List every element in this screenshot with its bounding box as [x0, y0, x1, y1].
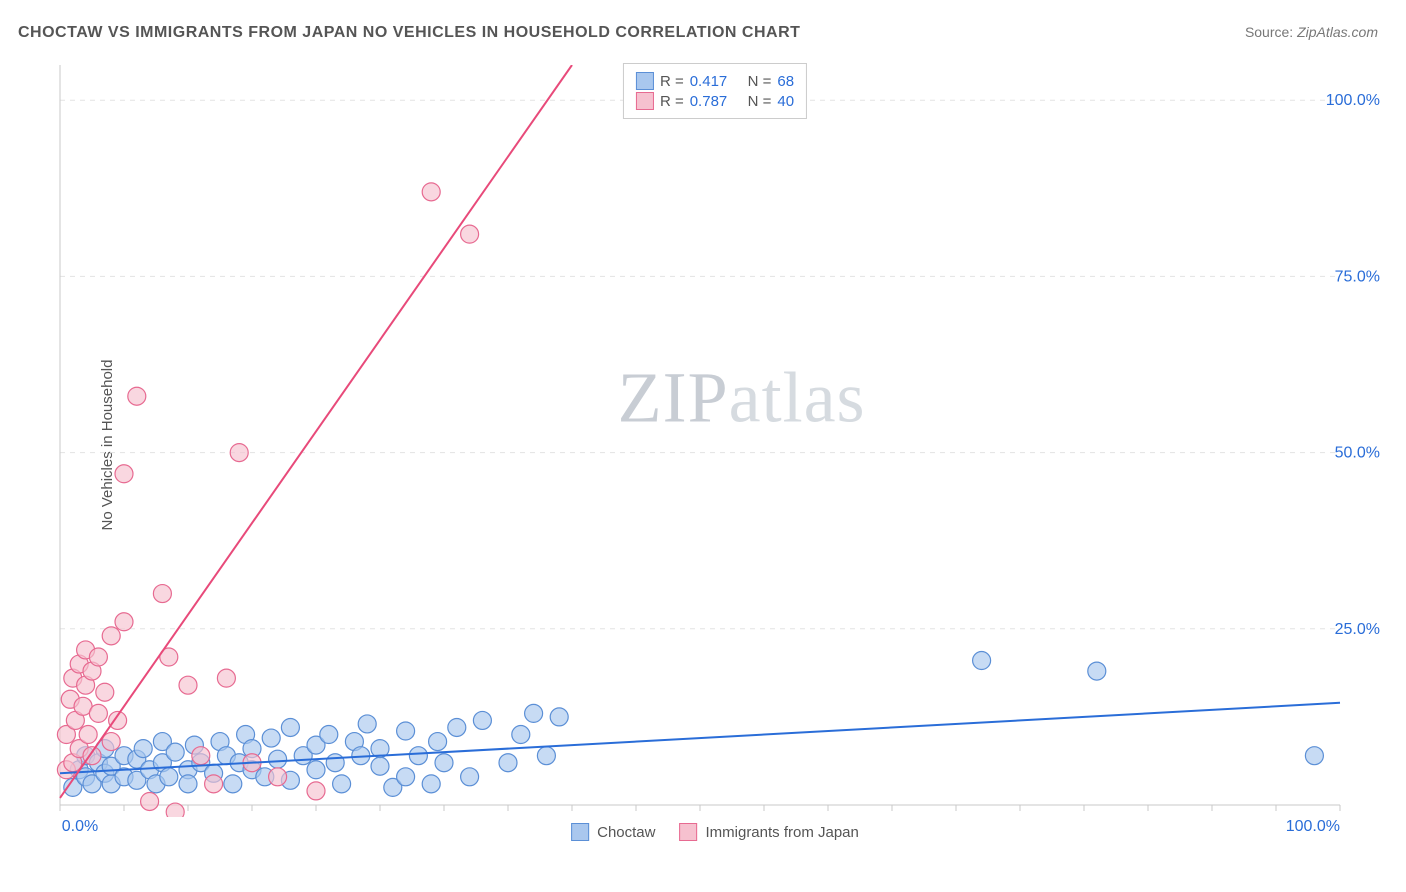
- data-point: [179, 775, 197, 793]
- legend-label-1: Choctaw: [597, 824, 655, 841]
- data-point: [179, 676, 197, 694]
- data-point: [96, 683, 114, 701]
- data-point: [326, 754, 344, 772]
- data-point: [166, 803, 184, 821]
- data-point: [224, 775, 242, 793]
- data-point: [192, 747, 210, 765]
- legend-item-2: Immigrants from Japan: [679, 823, 858, 841]
- data-point: [429, 733, 447, 751]
- source-value: ZipAtlas.com: [1297, 24, 1378, 40]
- data-point: [473, 711, 491, 729]
- data-point: [269, 750, 287, 768]
- n-label-2: N =: [748, 93, 772, 110]
- data-point: [537, 747, 555, 765]
- data-point: [205, 775, 223, 793]
- y-tick-label: 100.0%: [1326, 92, 1380, 109]
- data-point: [550, 708, 568, 726]
- data-point: [320, 726, 338, 744]
- legend-item-1: Choctaw: [571, 823, 655, 841]
- data-point: [397, 722, 415, 740]
- r-label-2: R =: [660, 93, 684, 110]
- data-point: [435, 754, 453, 772]
- series-legend: Choctaw Immigrants from Japan: [571, 823, 859, 841]
- stats-row-2: R = 0.787 N = 40: [636, 92, 794, 110]
- data-point: [230, 444, 248, 462]
- data-point: [1305, 747, 1323, 765]
- data-point: [89, 704, 107, 722]
- chart-svg: 25.0% 50.0% 75.0% 100.0% 0.0% 100.0%: [50, 55, 1380, 835]
- data-point: [525, 704, 543, 722]
- watermark-bold: ZIP: [618, 358, 729, 438]
- data-point: [269, 768, 287, 786]
- y-tick-label: 25.0%: [1335, 621, 1380, 638]
- data-point: [141, 792, 159, 810]
- data-point: [153, 585, 171, 603]
- data-point: [217, 669, 235, 687]
- data-point: [358, 715, 376, 733]
- y-tick-label: 75.0%: [1335, 268, 1380, 285]
- data-point: [115, 613, 133, 631]
- data-point: [134, 740, 152, 758]
- data-point: [166, 743, 184, 761]
- data-point: [371, 757, 389, 775]
- r-label: R =: [660, 73, 684, 90]
- data-point: [422, 775, 440, 793]
- data-point: [499, 754, 517, 772]
- data-point: [409, 747, 427, 765]
- y-tick-label: 50.0%: [1335, 445, 1380, 462]
- chart-title: CHOCTAW VS IMMIGRANTS FROM JAPAN NO VEHI…: [18, 24, 800, 42]
- data-point: [422, 183, 440, 201]
- stats-row-1: R = 0.417 N = 68: [636, 72, 794, 90]
- data-point: [461, 768, 479, 786]
- data-point: [79, 726, 97, 744]
- r-value-1: 0.417: [690, 73, 728, 90]
- stats-swatch-2: [636, 92, 654, 110]
- data-point: [461, 225, 479, 243]
- data-point: [973, 652, 991, 670]
- watermark-light: atlas: [729, 358, 866, 438]
- n-value-2: 40: [777, 93, 794, 110]
- x-tick-label: 0.0%: [62, 818, 98, 835]
- data-point: [89, 648, 107, 666]
- stats-legend: R = 0.417 N = 68 R = 0.787 N = 40: [623, 63, 807, 119]
- data-point: [397, 768, 415, 786]
- data-point: [448, 718, 466, 736]
- r-value-2: 0.787: [690, 93, 728, 110]
- data-point: [281, 718, 299, 736]
- n-label: N =: [748, 73, 772, 90]
- n-value-1: 68: [777, 73, 794, 90]
- data-point: [307, 782, 325, 800]
- data-point: [512, 726, 530, 744]
- x-tick-label: 100.0%: [1286, 818, 1340, 835]
- regression-line: [60, 65, 572, 798]
- data-point: [128, 387, 146, 405]
- data-point: [1088, 662, 1106, 680]
- stats-swatch-1: [636, 72, 654, 90]
- source-credit: Source: ZipAtlas.com: [1245, 24, 1378, 40]
- data-point: [262, 729, 280, 747]
- legend-swatch-1: [571, 823, 589, 841]
- data-point: [333, 775, 351, 793]
- legend-swatch-2: [679, 823, 697, 841]
- data-point: [115, 465, 133, 483]
- data-point: [160, 768, 178, 786]
- legend-label-2: Immigrants from Japan: [705, 824, 858, 841]
- watermark: ZIPatlas: [618, 357, 866, 440]
- data-point: [102, 627, 120, 645]
- source-label: Source:: [1245, 24, 1297, 40]
- data-point: [307, 761, 325, 779]
- chart-area: No Vehicles in Household ZIPatlas 25.0%5…: [50, 55, 1380, 835]
